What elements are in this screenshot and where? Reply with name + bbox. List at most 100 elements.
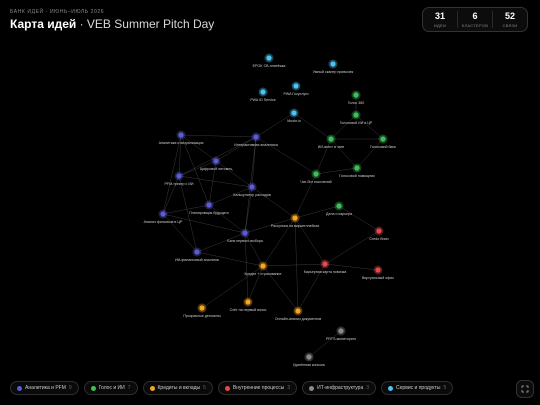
node-dot <box>353 112 359 118</box>
edge <box>251 186 296 219</box>
idea-node[interactable]: Анализ финансов в ЦР <box>144 209 183 225</box>
legend-item[interactable]: ИТ-инфраструктура 3 <box>302 381 377 395</box>
node-label: Голосовой ИИ в ЦР <box>340 121 373 125</box>
idea-node[interactable]: Умный сканер привычек <box>313 59 354 75</box>
node-label: Голосовой помощник <box>339 174 375 178</box>
edge <box>180 134 257 138</box>
edge <box>308 330 342 358</box>
idea-node[interactable]: Mushr.io <box>287 108 301 124</box>
edge <box>294 217 326 265</box>
legend-count: 5 <box>443 385 447 391</box>
edge <box>162 213 246 234</box>
legend-item[interactable]: Сервис и продукты 5 <box>381 381 454 395</box>
node-dot <box>266 55 272 61</box>
idea-node[interactable]: Голосовой помощник <box>339 163 375 179</box>
edge <box>196 251 264 267</box>
edge <box>162 134 182 215</box>
idea-node[interactable]: PWA ID Service <box>250 87 276 103</box>
idea-node[interactable]: Интерактивная аналитика <box>234 132 278 148</box>
edge <box>162 175 180 215</box>
idea-node[interactable]: Аналитика и визуализация <box>159 130 204 146</box>
idea-node[interactable]: Credo Brain <box>369 226 389 242</box>
edge <box>180 134 210 206</box>
idea-node[interactable]: EPOK CB-платёжка <box>253 53 286 69</box>
edge <box>338 205 380 232</box>
node-dot <box>199 305 205 311</box>
legend-name: Аналитика и PFM <box>25 385 66 391</box>
idea-node[interactable]: Дела и карьера <box>326 201 352 217</box>
node-dot <box>213 158 219 164</box>
idea-node[interactable]: PRTS-мониторинг <box>326 326 357 342</box>
stat-value: 31 <box>434 11 445 21</box>
stat-label: КЛАСТЕРОВ <box>461 23 489 28</box>
edge <box>244 232 249 303</box>
edge <box>330 138 358 169</box>
node-dot <box>245 299 251 305</box>
idea-node[interactable]: Карьерная карта новичка <box>304 259 346 275</box>
idea-node[interactable]: ИИ-финансовый аналитик <box>175 247 219 263</box>
node-label: EPOK CB-платёжка <box>253 64 286 68</box>
legend-dot <box>149 385 155 391</box>
legend-name: ИТ-инфраструктура <box>317 385 364 391</box>
idea-node[interactable]: Виртуальный офис <box>362 265 394 281</box>
stat-label: ИДЕИ <box>433 23 447 28</box>
node-label: Карьерная карта новичка <box>304 270 346 274</box>
node-label: Интерактивная аналитика <box>234 143 278 147</box>
legend: Аналитика и PFM 9 Голос и ИИ 7 Кредиты и вкл… <box>10 381 454 395</box>
edge <box>247 265 264 303</box>
node-label: PFM-трекер с ИИ <box>165 182 194 186</box>
node-dot <box>194 249 200 255</box>
idea-node[interactable]: Прозрачные депозиты <box>183 303 221 319</box>
legend-item[interactable]: Кредиты и вклады 5 <box>142 381 213 395</box>
idea-node[interactable]: Голосовой ИИ в ЦР <box>340 110 373 126</box>
legend-item[interactable]: Аналитика и PFM 9 <box>10 381 79 395</box>
idea-node[interactable]: Кредит + страхование <box>245 261 282 277</box>
idea-node[interactable]: Удалённая консоль <box>293 352 326 368</box>
node-dot <box>338 328 344 334</box>
node-dot <box>253 134 259 140</box>
stat-value: 6 <box>472 11 478 21</box>
idea-node[interactable]: Планировщик будущего <box>189 200 229 216</box>
legend-count: 3 <box>366 385 370 391</box>
edge <box>355 114 384 140</box>
idea-node[interactable]: Банк первого выбора <box>227 228 263 244</box>
idea-node[interactable]: Голосовой банк <box>370 134 396 150</box>
edge <box>162 213 198 253</box>
fullscreen-button[interactable] <box>516 380 534 398</box>
idea-node[interactable]: Счёт на первый взнос <box>230 297 267 313</box>
idea-node[interactable]: Онлайн-анализ документов <box>275 306 321 322</box>
idea-node[interactable]: Голос 360 <box>348 90 365 106</box>
idea-node[interactable]: Калькулятор расходов <box>233 182 271 198</box>
legend-item[interactable]: Голос и ИИ 7 <box>83 381 138 395</box>
edge <box>294 205 340 219</box>
edge <box>324 230 380 265</box>
node-dot <box>353 92 359 98</box>
legend-name: Голос и ИИ <box>98 385 125 391</box>
node-label: Цифровой питомец <box>200 167 233 171</box>
stat-value: 52 <box>504 11 515 21</box>
legend-name: Кредиты и вклады <box>157 385 201 391</box>
node-dot <box>206 202 212 208</box>
idea-node[interactable]: PWA Госуслуги <box>283 81 309 97</box>
node-label: Прозрачные депозиты <box>183 314 221 318</box>
idea-node[interactable]: Чат-бот поколений <box>300 169 332 185</box>
edge <box>262 217 296 267</box>
node-label: PWA ID Service <box>250 98 275 102</box>
legend-item[interactable]: Внутренние процессы 3 <box>217 381 298 395</box>
idea-node[interactable]: PFM-трекер с ИИ <box>165 171 194 187</box>
idea-node[interactable]: ИИ-агент в чате <box>318 134 345 150</box>
node-label: ИИ-финансовый аналитик <box>175 258 219 262</box>
node-label: Credo Brain <box>369 237 388 241</box>
node-label: Удалённая консоль <box>293 363 326 367</box>
idea-node[interactable]: Цифровой питомец <box>200 156 233 172</box>
node-label: Банк первого выбора <box>227 239 263 243</box>
idea-node[interactable]: Рассрочка на маркетплейсах <box>271 213 320 229</box>
edge <box>293 112 332 140</box>
legend-name: Внутренние процессы <box>232 385 285 391</box>
edge <box>196 232 246 253</box>
node-dot <box>178 132 184 138</box>
legend-count: 9 <box>68 385 72 391</box>
edge <box>244 217 296 234</box>
node-label: Голос 360 <box>348 101 365 105</box>
